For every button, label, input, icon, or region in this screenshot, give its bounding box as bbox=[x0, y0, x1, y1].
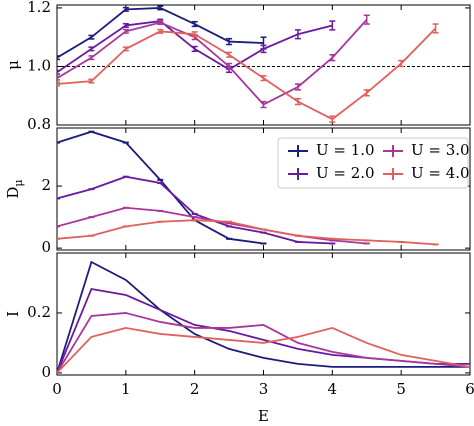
y-tick-label: 0 bbox=[41, 238, 51, 256]
plot-area bbox=[57, 5, 439, 123]
x-tick-label: 2 bbox=[190, 380, 200, 398]
error-bar bbox=[329, 54, 336, 62]
error-bar bbox=[57, 55, 60, 61]
error-bar bbox=[329, 115, 336, 123]
error-bar bbox=[157, 5, 164, 11]
series-line bbox=[57, 312, 470, 374]
error-bar bbox=[363, 89, 370, 97]
error-bar bbox=[260, 44, 267, 54]
y-tick-label: 0 bbox=[41, 363, 51, 381]
y-label-sub: μ bbox=[12, 179, 25, 186]
error-bar bbox=[329, 20, 336, 31]
y-tick-label: 1.2 bbox=[27, 0, 51, 16]
error-bar bbox=[57, 75, 60, 81]
error-bar bbox=[88, 46, 95, 52]
series-line bbox=[57, 326, 470, 374]
error-bar bbox=[294, 29, 301, 40]
error-bar bbox=[57, 81, 60, 87]
error-bar bbox=[57, 69, 60, 75]
error-bar bbox=[122, 22, 129, 28]
error-bar bbox=[260, 75, 267, 82]
y-axis-label: Dμ bbox=[4, 179, 25, 198]
error-bar bbox=[191, 20, 198, 28]
error-bar bbox=[122, 28, 129, 34]
error-bar bbox=[88, 34, 95, 40]
x-tick-label: 3 bbox=[259, 380, 269, 398]
error-bar bbox=[226, 51, 233, 58]
error-bar bbox=[88, 55, 95, 61]
x-axis-label: E bbox=[258, 407, 269, 425]
legend-label: U = 3.0 bbox=[411, 141, 470, 159]
error-bar bbox=[398, 59, 405, 68]
x-tick-label: 4 bbox=[328, 380, 338, 398]
x-tick-label: 1 bbox=[121, 380, 131, 398]
plot-area bbox=[57, 130, 439, 246]
y-label-main: D bbox=[4, 187, 22, 199]
x-tick-label: 5 bbox=[396, 380, 406, 398]
series-line bbox=[57, 19, 368, 106]
series-line bbox=[57, 287, 470, 374]
error-bar bbox=[88, 78, 95, 84]
legend-label: U = 4.0 bbox=[411, 164, 470, 182]
error-bar bbox=[122, 6, 129, 12]
series-line bbox=[57, 260, 470, 374]
error-bar bbox=[432, 23, 439, 34]
error-bar bbox=[294, 97, 301, 106]
y-axis-label: I bbox=[4, 311, 22, 317]
legend-box bbox=[277, 137, 469, 189]
error-bar bbox=[363, 14, 370, 25]
y-tick-label: 2 bbox=[41, 176, 51, 194]
error-bar bbox=[191, 45, 198, 52]
y-tick-label: 0.2 bbox=[27, 303, 51, 321]
error-bar bbox=[226, 37, 233, 46]
series-line bbox=[57, 219, 436, 246]
legend-label: U = 2.0 bbox=[316, 164, 375, 182]
x-tick-label: 6 bbox=[465, 380, 474, 398]
y-tick-label: 1.0 bbox=[27, 56, 51, 74]
error-bar bbox=[157, 28, 164, 34]
error-bar bbox=[226, 62, 233, 71]
error-bar bbox=[191, 31, 198, 38]
plot-area bbox=[57, 260, 470, 374]
y-label-main: I bbox=[4, 311, 22, 317]
error-bar bbox=[157, 20, 164, 26]
error-bar bbox=[294, 83, 301, 91]
y-axis-label: μ bbox=[4, 60, 22, 70]
y-tick-label: 0.8 bbox=[27, 115, 51, 133]
x-tick-label: 0 bbox=[52, 380, 62, 398]
y-label-main: μ bbox=[4, 60, 22, 70]
series-line bbox=[57, 27, 437, 121]
legend-label: U = 1.0 bbox=[316, 141, 375, 159]
error-bar bbox=[260, 100, 267, 109]
error-bar bbox=[122, 46, 129, 52]
